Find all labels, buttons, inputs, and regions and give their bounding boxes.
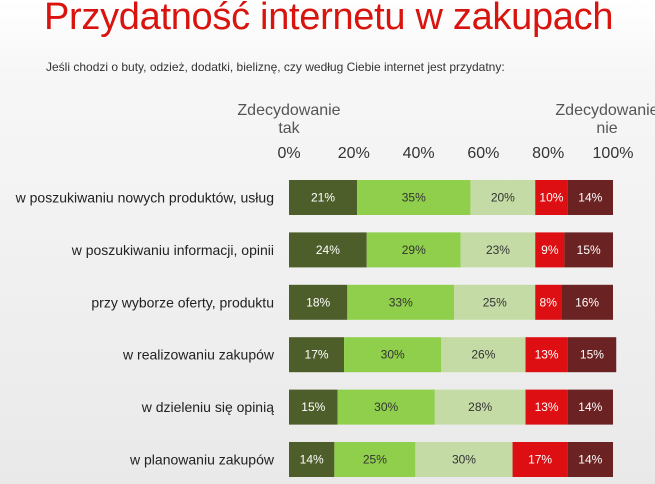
bar-segment xyxy=(289,180,358,215)
bar-segment xyxy=(535,180,568,215)
data-label: 13% xyxy=(535,348,559,362)
bar-segment xyxy=(337,389,435,425)
data-label: 28% xyxy=(468,400,492,414)
page-title: Przydatność internetu w zakupach xyxy=(44,0,614,38)
bar-segment xyxy=(347,284,455,320)
bar-segment xyxy=(535,284,562,320)
data-label: 8% xyxy=(540,295,558,309)
bar-segment xyxy=(535,232,565,268)
bar-segment xyxy=(567,442,613,477)
data-label: 30% xyxy=(452,453,476,467)
data-label: 18% xyxy=(306,295,330,309)
bar-segment xyxy=(460,232,536,268)
data-label: 15% xyxy=(577,243,601,257)
bar-segment xyxy=(525,389,568,425)
bar-segment xyxy=(512,442,568,477)
bar-segment xyxy=(454,284,536,320)
data-label: 17% xyxy=(305,348,329,362)
data-label: 14% xyxy=(578,400,602,414)
bar-segment xyxy=(567,389,613,425)
data-label: 17% xyxy=(528,453,552,467)
data-label: 15% xyxy=(301,400,325,414)
category-label: w poszukiwaniu nowych produktów, usług xyxy=(15,190,274,206)
data-label: 10% xyxy=(539,191,563,205)
data-label: 13% xyxy=(535,400,559,414)
data-label: 29% xyxy=(402,243,426,257)
bar-segment xyxy=(344,337,442,373)
x-tick-label: 40% xyxy=(403,145,435,162)
bar-segment xyxy=(366,232,461,268)
bar-segment xyxy=(334,442,416,477)
bar-segment xyxy=(289,232,367,268)
x-tick-label: 60% xyxy=(467,145,499,162)
data-label: 14% xyxy=(578,453,602,467)
data-label: 21% xyxy=(311,191,335,205)
x-tick-label: 80% xyxy=(532,145,564,162)
data-label: 30% xyxy=(374,400,398,414)
data-label: 30% xyxy=(381,348,405,362)
data-label: 16% xyxy=(575,295,599,309)
data-label: 9% xyxy=(541,243,559,257)
data-label: 15% xyxy=(580,348,604,362)
chart-subtitle: Jeśli chodzi o buty, odzież, dodatki, bi… xyxy=(46,60,505,74)
bar-segment xyxy=(289,389,338,425)
bar-segment xyxy=(561,284,613,320)
data-label: 26% xyxy=(471,348,495,362)
data-label: 25% xyxy=(483,295,507,309)
left-axis-title: Zdecydowanie xyxy=(237,102,340,119)
data-label: 35% xyxy=(402,191,426,205)
bar-segment xyxy=(357,180,471,215)
bar-segment xyxy=(289,442,335,477)
category-label: w realizowaniu zakupów xyxy=(122,347,275,363)
data-label: 23% xyxy=(486,243,510,257)
bar-segment xyxy=(434,389,526,425)
category-label: przy wyborze oferty, produktu xyxy=(91,294,274,310)
right-axis-title: nie xyxy=(596,120,617,137)
data-label: 24% xyxy=(316,243,340,257)
category-label: w planowaniu zakupów xyxy=(129,452,275,468)
category-label: w dzieleniu się opinią xyxy=(141,399,275,415)
bar-segment xyxy=(441,337,526,373)
bar-segment xyxy=(470,180,536,215)
data-label: 14% xyxy=(300,453,324,467)
right-axis-title: Zdecydowanie xyxy=(555,102,655,119)
left-axis-title: tak xyxy=(278,120,300,137)
x-tick-label: 100% xyxy=(593,145,634,162)
data-label: 25% xyxy=(363,453,387,467)
bar-segment xyxy=(289,284,348,320)
category-label: w poszukiwaniu informacji, opinii xyxy=(71,242,274,258)
x-tick-label: 20% xyxy=(338,145,370,162)
data-label: 14% xyxy=(578,191,602,205)
bar-segment xyxy=(415,442,513,477)
bar-segment xyxy=(289,337,345,373)
data-label: 33% xyxy=(389,295,413,309)
bar-segment xyxy=(567,180,613,215)
bar-segment xyxy=(567,337,617,373)
bar-segment xyxy=(525,337,568,373)
bar-segment xyxy=(564,232,613,268)
x-tick-label: 0% xyxy=(277,145,300,162)
data-label: 20% xyxy=(491,191,515,205)
